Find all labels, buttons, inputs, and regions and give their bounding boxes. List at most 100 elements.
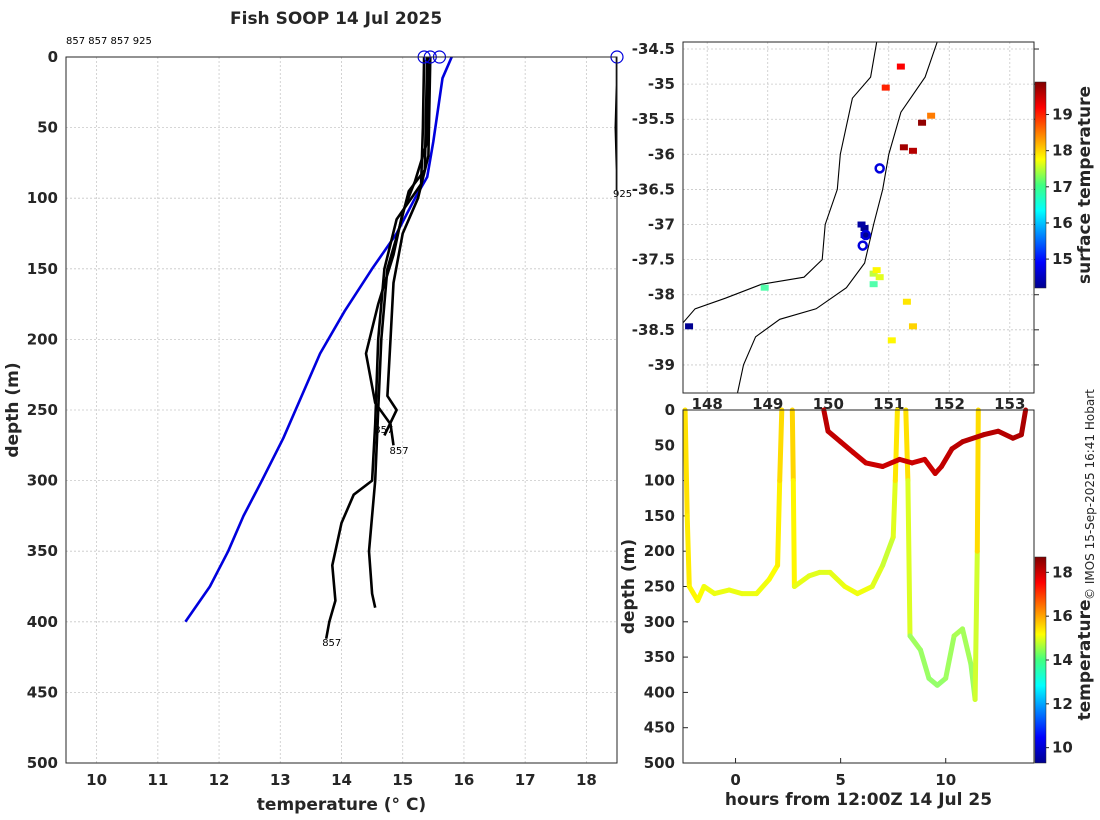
- track-segment-3: [863, 460, 886, 469]
- x-tick-label: 10: [935, 771, 956, 789]
- station-marker: [857, 240, 868, 251]
- y-axis-label: depth (m): [3, 362, 23, 457]
- y-tick-label: 0: [665, 401, 675, 419]
- sst-point: [869, 270, 878, 277]
- x-tick-label: 11: [147, 771, 168, 789]
- y-tick-label: 150: [27, 260, 58, 278]
- track-segment-1: [880, 534, 896, 568]
- track-segment-3: [1018, 407, 1029, 438]
- y-tick-label: 200: [644, 542, 675, 560]
- sst-colorbar-label: 17: [1052, 178, 1073, 196]
- sst-point: [685, 323, 694, 330]
- x-tick-label: 10: [86, 771, 107, 789]
- y-tick-label: 0: [48, 48, 58, 66]
- map-lat-label: -38: [648, 286, 675, 304]
- y-tick-label: 500: [27, 754, 58, 772]
- temperature-depth-panel: 10 11 12 13 14 15 16 17 18 0 50 100 150 200 250 300 350 4…: [3, 48, 632, 815]
- sst-point: [908, 323, 917, 330]
- map-lat-label: -37: [648, 216, 675, 234]
- y-tick-label: 300: [644, 613, 675, 631]
- temp-colorbar-label: 12: [1052, 695, 1073, 713]
- sst-point: [881, 84, 890, 91]
- y-tick-label: 450: [27, 683, 58, 701]
- map-lat-label: -36.5: [632, 180, 675, 198]
- x-axis-label: hours from 12:00Z 14 Jul 25: [725, 790, 992, 810]
- temp-colorbar: [1034, 556, 1047, 764]
- y-tick-label: 50: [654, 436, 675, 454]
- y-tick-label: 450: [644, 719, 675, 737]
- coastline: [683, 42, 878, 324]
- x-tick-label: 14: [331, 771, 352, 789]
- sst-point: [869, 281, 878, 288]
- map-lon-label: 153: [994, 395, 1025, 413]
- map-area: [683, 42, 1034, 393]
- sst-colorbar: [1034, 81, 1047, 289]
- y-tick-label: 250: [644, 578, 675, 596]
- y-tick-label: 350: [27, 542, 58, 560]
- map-lat-label: -37.5: [632, 251, 675, 269]
- y-tick-label: 400: [27, 613, 58, 631]
- track-segment-3: [825, 428, 844, 445]
- track-segment-3: [939, 446, 955, 469]
- plot-frame: [65, 56, 618, 764]
- track-segment-1: [869, 562, 886, 589]
- track-segment-3: [880, 456, 902, 469]
- track-segment-0: [712, 587, 732, 597]
- sst-point: [899, 144, 908, 151]
- x-tick-label: 15: [392, 771, 413, 789]
- y-tick-label: 100: [644, 472, 675, 490]
- track-segment-1: [789, 407, 796, 484]
- track-segment-0: [766, 562, 781, 582]
- map-panel: 148 149 150 151 152 153-34.5-35-35.5-36-36.5-…: [632, 40, 1095, 413]
- station-marker: [860, 229, 872, 241]
- track-segment-3: [821, 407, 831, 434]
- temp-colorbar-label: 10: [1052, 739, 1073, 757]
- track-segment-2: [943, 633, 957, 681]
- track-segment-0: [684, 513, 692, 589]
- series-line-5: [614, 57, 617, 192]
- track-segment-3: [838, 439, 856, 455]
- track-segment-0: [775, 478, 783, 568]
- series-line-4: [383, 57, 432, 436]
- sst-colorbar-label: 18: [1052, 142, 1073, 160]
- track-segment-1: [854, 584, 875, 597]
- profile-label: 857: [390, 446, 409, 457]
- sst-colorbar-label: 15: [1052, 250, 1073, 268]
- track-segment-2: [972, 548, 980, 702]
- x-tick-label: 17: [515, 771, 536, 789]
- y-tick-label: 200: [27, 330, 58, 348]
- sst-point: [760, 284, 769, 291]
- track-segment-1: [892, 407, 900, 484]
- sst-point: [860, 225, 869, 232]
- track-segment-0: [777, 407, 785, 484]
- plot-area: [683, 410, 1034, 763]
- track-segment-1: [791, 573, 812, 589]
- y-tick-label: 50: [37, 119, 58, 137]
- track-segment-2: [918, 647, 932, 681]
- x-tick-label: 16: [454, 771, 475, 789]
- map-lat-label: -35: [648, 75, 675, 93]
- track-segment-2: [974, 407, 981, 554]
- map-lon-label: 149: [752, 395, 783, 413]
- track-segment-2: [903, 407, 911, 484]
- sst-point: [908, 147, 917, 154]
- y-tick-label: 150: [644, 507, 675, 525]
- sst-point: [875, 274, 884, 281]
- map-lat-label: -36: [648, 145, 675, 163]
- track-segment-2: [960, 626, 974, 667]
- map-lon-label: 148: [692, 395, 723, 413]
- top-annotation: 857 857 857 925: [66, 36, 152, 47]
- x-tick-label: 0: [730, 771, 740, 789]
- track-segment-1: [827, 569, 848, 589]
- y-tick-label: 350: [644, 648, 675, 666]
- temp-colorbar-label: 14: [1052, 651, 1073, 669]
- map-frame: [682, 41, 1035, 394]
- sst-point: [918, 119, 927, 126]
- profile-label: 857: [374, 425, 393, 436]
- station-marker: [874, 163, 885, 174]
- track-segment-2: [907, 633, 923, 653]
- sst-point: [860, 232, 869, 239]
- y-tick-label: 500: [644, 754, 675, 772]
